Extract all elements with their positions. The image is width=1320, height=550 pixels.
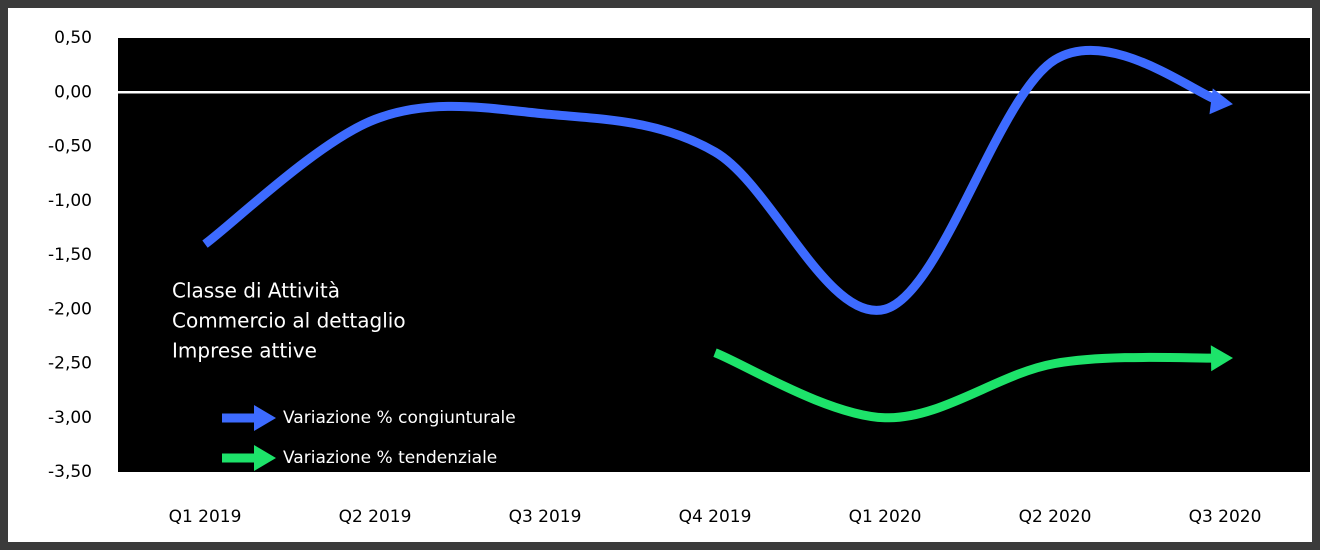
y-tick-label: -1,00: [48, 191, 92, 211]
legend-arrow: [254, 405, 276, 431]
annotation: Commercio al dettaglio: [172, 309, 406, 333]
y-tick-label: -2,00: [48, 299, 92, 319]
y-tick-label: -3,00: [48, 408, 92, 428]
y-tick-label: 0,00: [54, 82, 92, 102]
arrow-head: [1209, 88, 1233, 115]
y-tick-label: -0,50: [48, 137, 92, 157]
legend-label: Variazione % congiunturale: [283, 408, 516, 428]
y-tick-label: -1,50: [48, 245, 92, 265]
x-tick-label: Q2 2019: [339, 507, 412, 527]
x-tick-label: Q2 2020: [1019, 507, 1092, 527]
x-tick-label: Q3 2019: [509, 507, 582, 527]
series-line: [202, 45, 1227, 315]
legend-arrow: [254, 445, 276, 471]
y-tick-label: -3,50: [48, 462, 92, 482]
annotation: Imprese attive: [172, 339, 317, 363]
annotation: Classe di Attività: [172, 279, 340, 303]
x-tick-label: Q1 2019: [169, 507, 242, 527]
x-tick-label: Q1 2020: [849, 507, 922, 527]
arrow-head: [1210, 345, 1233, 372]
x-tick-label: Q4 2019: [679, 507, 752, 527]
series-line: [713, 348, 1226, 423]
legend-label: Variazione % tendenziale: [283, 448, 497, 468]
y-tick-label: -2,50: [48, 354, 92, 374]
y-tick-label: 0,50: [54, 28, 92, 48]
plot-area: [118, 38, 1310, 472]
x-tick-label: Q3 2020: [1189, 507, 1262, 527]
